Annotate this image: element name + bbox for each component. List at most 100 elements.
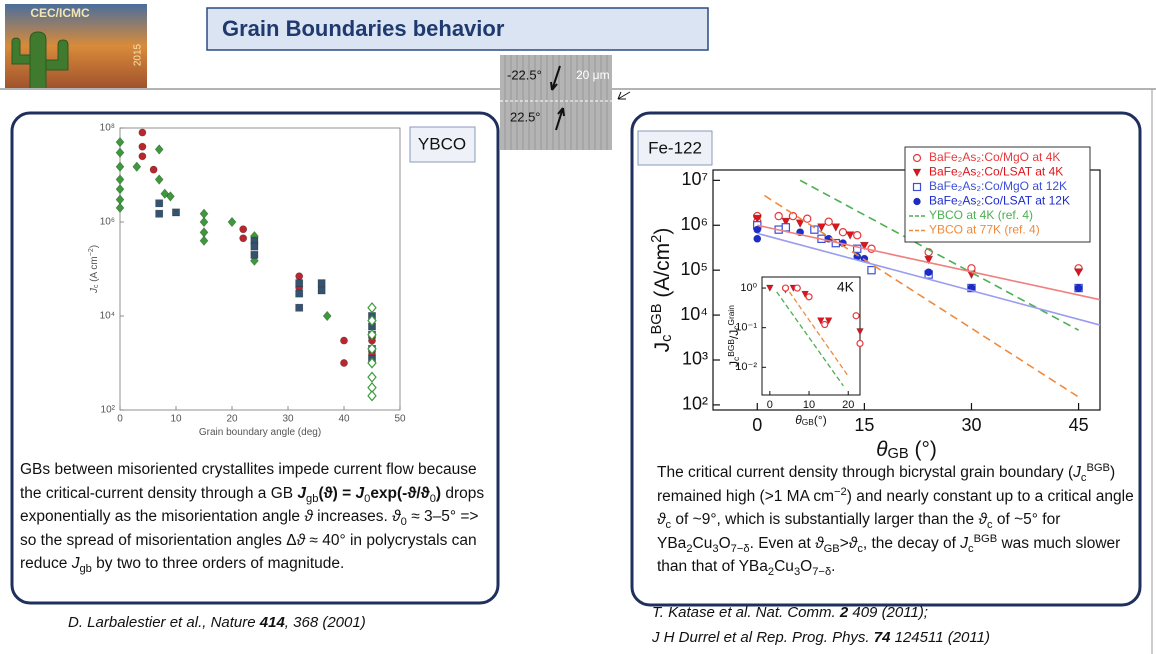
data-point: [795, 219, 805, 229]
text-run: D. Larbalestier et al., Nature: [68, 614, 260, 631]
x-tick-label: 40: [338, 414, 350, 425]
x-axis-label: θGB (°): [876, 438, 937, 462]
x-tick-label: 15: [854, 415, 874, 435]
data-point: [340, 336, 348, 345]
text-run: ): [435, 484, 442, 502]
data-point: [138, 128, 147, 137]
x-axis-label: θGB(°): [795, 413, 826, 427]
data-point: [367, 329, 377, 341]
trend-line: [788, 291, 849, 377]
y-tick-label: 10⁴: [100, 311, 115, 322]
data-point: [781, 217, 791, 227]
trend-line: [763, 194, 1080, 398]
y-tick-label: 10³: [682, 349, 708, 369]
text-run: T. Katase et al. Nat. Comm.: [652, 604, 840, 621]
data-point: [340, 359, 348, 367]
data-point: [856, 339, 864, 348]
data-point: [166, 191, 175, 202]
x-tick-label: 30: [282, 414, 294, 425]
data-point: [788, 211, 798, 221]
text-run: GB: [887, 446, 908, 462]
legend-label: BaFe₂As₂:Co/LSAT at 4K: [929, 165, 1063, 179]
text-run: 414: [259, 614, 285, 631]
text-run: Cu: [774, 558, 794, 575]
panel-tag: Fe-122: [648, 138, 702, 157]
data-point: [199, 235, 209, 246]
text-run: 2: [767, 566, 775, 579]
legend-label: BaFe₂As₂:Co/MgO at 12K: [929, 179, 1067, 193]
data-point: [317, 279, 326, 288]
data-point: [239, 234, 248, 243]
y-tick-label: 10⁸: [100, 123, 115, 134]
data-point: [753, 225, 762, 234]
text-run: .: [831, 558, 836, 575]
text-run: , the decay of: [862, 534, 961, 552]
x-tick-label: 45: [1069, 415, 1089, 435]
data-point: [821, 320, 829, 329]
y-tick-label: 10⁻¹: [735, 322, 757, 334]
data-point: [367, 343, 377, 355]
data-point: [239, 225, 248, 234]
text-run: J H Durrel et al Rep. Prog. Phys.: [652, 629, 874, 646]
text-run: 2: [839, 604, 849, 621]
y-axis-label: JcBGB (A/cm2): [649, 228, 675, 353]
data-point: [924, 255, 934, 265]
text-run: J: [355, 484, 365, 502]
data-point: [367, 357, 377, 369]
text-run: J: [1073, 464, 1081, 481]
trend-line: [757, 232, 1101, 326]
text-run: of ~5° for YBa: [657, 511, 1061, 552]
y-tick-label: 10⁶: [100, 217, 115, 228]
text-run: (A/cm: [651, 243, 674, 304]
text-run: J: [960, 534, 969, 552]
data-point: [295, 279, 304, 288]
data-point: [867, 265, 876, 275]
legend-label: YBCO at 77K (ref. 4): [929, 223, 1040, 237]
text-run: ) remained high (>1 MA cm: [657, 464, 1116, 505]
tag-box: [637, 130, 713, 166]
y-tick-label: 10⁷: [681, 169, 708, 189]
data-point: [752, 214, 762, 224]
y-axis-label: Jc (A cm−2): [88, 245, 100, 294]
logo: [5, 4, 147, 88]
data-point: [781, 284, 790, 292]
legend-marker: [912, 182, 922, 192]
data-point: [824, 217, 833, 226]
text-run: Grain: [726, 305, 736, 326]
data-point: [793, 284, 801, 292]
data-point: [810, 225, 819, 234]
boundary-arrow: [617, 91, 631, 100]
text-run: drops exponentially as the misorientatio…: [20, 484, 485, 526]
text-run: J: [89, 287, 100, 294]
text-run: BGB: [726, 339, 736, 357]
text-run: ϑ: [848, 534, 858, 552]
plot-area: [119, 127, 401, 411]
text-run: −2: [88, 248, 95, 256]
data-point: [322, 310, 332, 322]
text-run: . Even at: [749, 534, 816, 552]
text-run: , 368 (2001): [284, 614, 366, 631]
data-point: [132, 161, 142, 172]
data-point: [155, 209, 164, 218]
data-point: [817, 317, 825, 325]
text-run: GBs between misoriented crystallites imp…: [20, 461, 477, 502]
y-tick-label: 10²: [682, 394, 708, 414]
inset-label: 4K: [837, 279, 855, 295]
citation: J H Durrel et al Rep. Prog. Phys. 74 124…: [652, 629, 990, 646]
data-point: [1074, 268, 1084, 277]
text-run: 74: [873, 629, 891, 646]
micrograph: [500, 55, 612, 150]
data-point: [781, 223, 791, 232]
text-run: >: [839, 534, 849, 552]
data-point: [115, 161, 125, 172]
text-run: by two to three orders of magnitude.: [91, 555, 345, 572]
text-run: O: [800, 558, 813, 575]
data-point: [817, 223, 826, 232]
x-tick-label: 20: [226, 414, 238, 425]
data-point: [367, 302, 377, 314]
data-point: [115, 184, 125, 195]
text-run: θ: [795, 413, 802, 427]
data-point: [766, 284, 774, 292]
text-run: Grain boundary angle (deg): [199, 427, 321, 438]
